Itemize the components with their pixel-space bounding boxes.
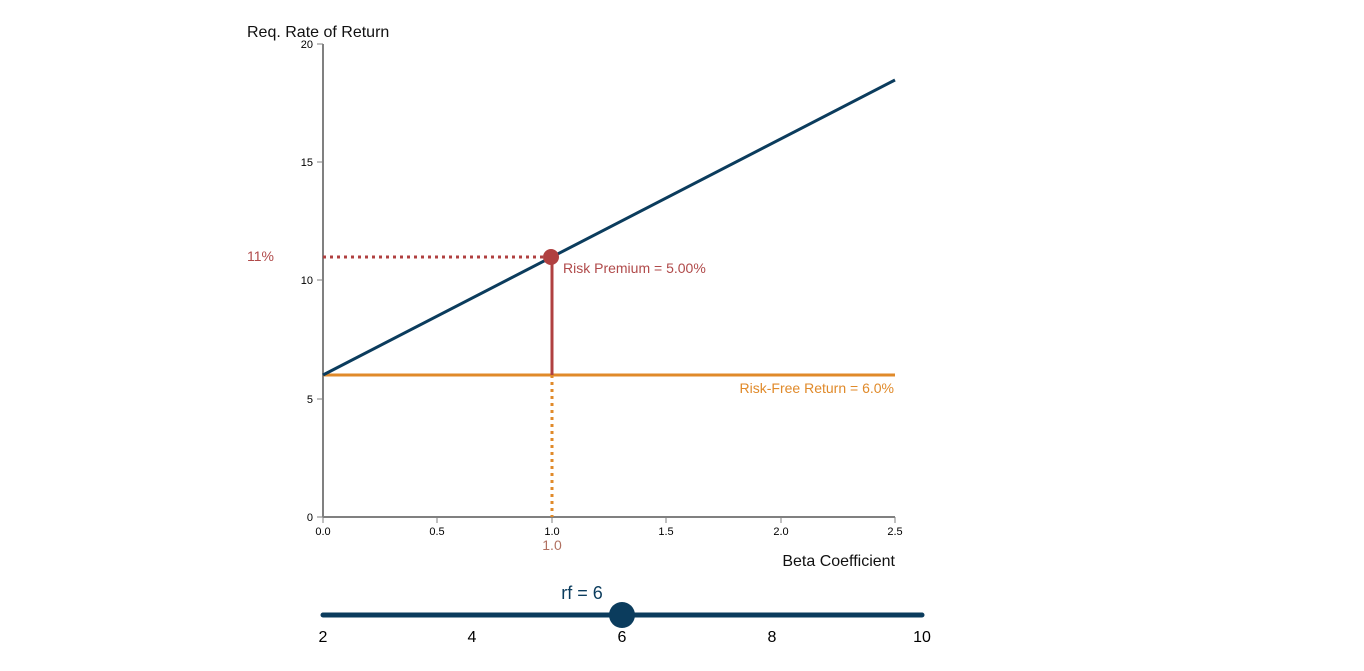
risk-premium-label: Risk Premium = 5.00% [563, 260, 706, 276]
y-tick-label: 20 [301, 39, 313, 51]
return-marker-label: 11% [247, 248, 274, 264]
slider-tick-label: 2 [319, 629, 328, 646]
risk-free-label: Risk-Free Return = 6.0% [740, 380, 894, 396]
y-tick-label: 5 [307, 394, 313, 406]
x-tick-label: 1.0 [544, 526, 559, 538]
y-tick-label: 15 [301, 157, 313, 169]
y-tick-label: 0 [307, 512, 313, 524]
x-axis-title: Beta Coefficient [782, 553, 895, 570]
slider-handle[interactable] [609, 602, 635, 628]
x-tick-label: 0.0 [315, 526, 330, 538]
x-tick-label: 2.5 [887, 526, 902, 538]
y-axis-title: Req. Rate of Return [247, 24, 389, 41]
y-axis: 20 15 10 5 0 [301, 39, 324, 524]
slider-tick-label: 10 [913, 629, 931, 646]
slider-tick-label: 4 [468, 629, 477, 646]
rf-slider[interactable]: rf = 6 2 4 6 8 10 [319, 583, 931, 646]
security-market-line [322, 78, 896, 377]
x-tick-label: 1.5 [658, 526, 673, 538]
slider-tick-label: 8 [768, 629, 777, 646]
slider-tick-label: 6 [618, 629, 627, 646]
beta-marker-label: 1.0 [542, 537, 562, 553]
x-axis: 0.0 0.5 1.0 1.5 2.0 2.5 [315, 516, 903, 538]
x-tick-label: 0.5 [429, 526, 444, 538]
y-tick-label: 10 [301, 275, 313, 287]
slider-value-label: rf = 6 [561, 583, 603, 603]
x-tick-label: 2.0 [773, 526, 788, 538]
beta-point-marker[interactable] [543, 249, 559, 265]
